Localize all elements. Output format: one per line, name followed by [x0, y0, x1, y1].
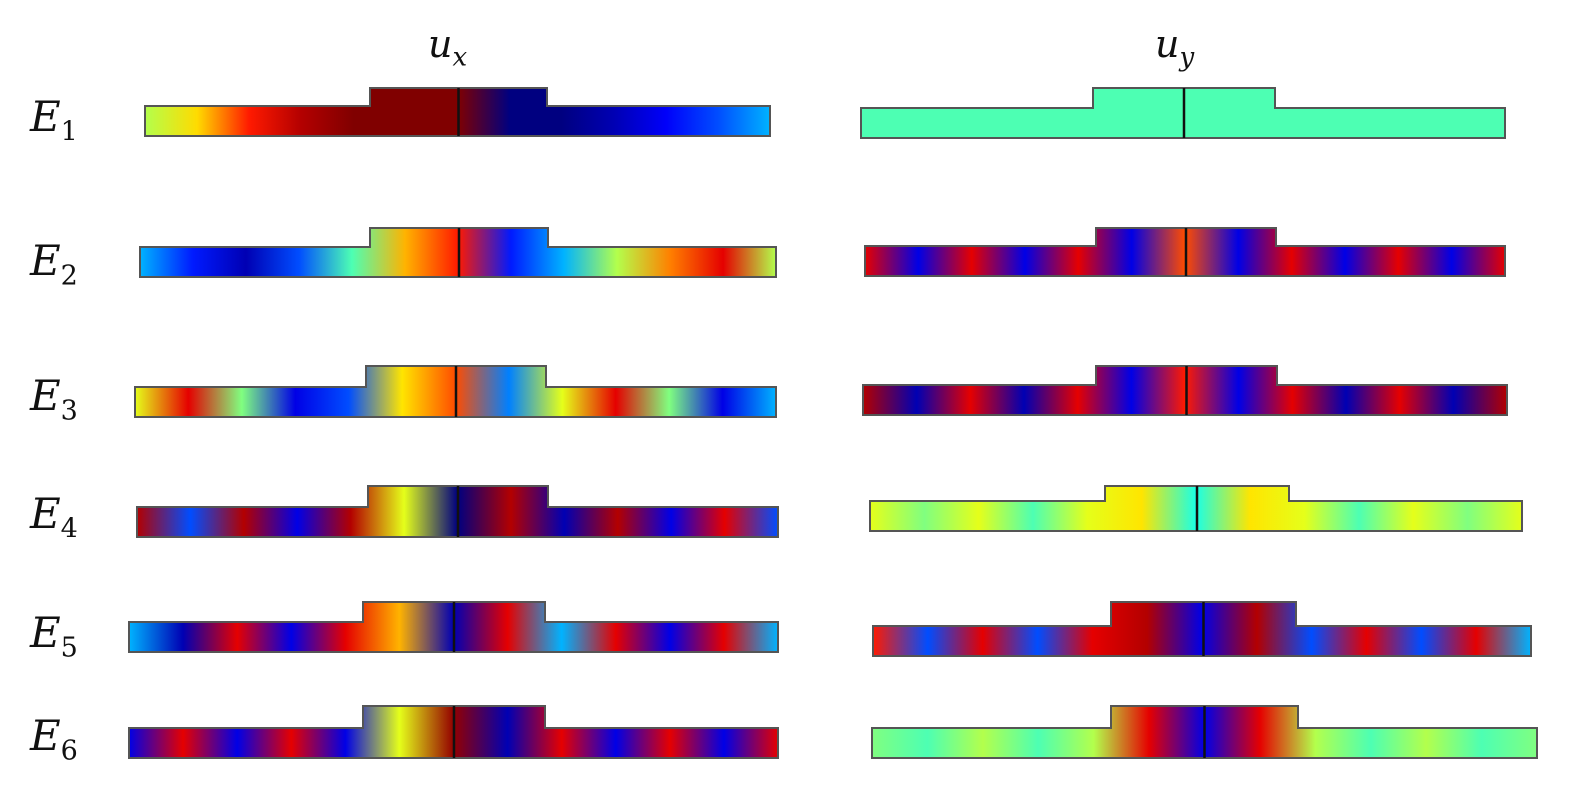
row-label-subscript: 3 [60, 395, 78, 427]
row-label-main: E [30, 92, 61, 141]
column-header-uy-subscript: y [1179, 42, 1195, 73]
row-label-4: E4 [30, 493, 78, 545]
row-label-main: E [30, 489, 61, 538]
row-label-main: E [30, 711, 61, 760]
mode-shape-ux-1 [144, 87, 771, 137]
row-label-main: E [30, 608, 61, 657]
row-label-main: E [30, 371, 61, 420]
mode-shape-ux-3 [134, 365, 777, 418]
row-label-subscript: 1 [60, 116, 78, 148]
row-label-3: E3 [30, 375, 78, 427]
mode-shape-ux-4 [136, 485, 779, 538]
column-header-uy-label: u [1155, 22, 1180, 66]
mode-shape-uy-6 [871, 705, 1538, 759]
mode-shape-uy-1 [860, 87, 1506, 139]
row-label-subscript: 5 [60, 632, 78, 664]
row-label-subscript: 6 [60, 735, 78, 767]
row-label-subscript: 2 [60, 260, 78, 292]
beam-shape [872, 601, 1532, 657]
mode-shape-ux-6 [128, 705, 779, 759]
mode-shape-ux-5 [128, 601, 779, 653]
row-label-1: E1 [30, 96, 78, 148]
row-label-main: E [30, 236, 61, 285]
beam-shape [862, 365, 1508, 416]
column-header-ux-subscript: x [452, 42, 468, 73]
column-header-ux-label: u [428, 22, 453, 66]
mode-shape-ux-2 [139, 227, 777, 278]
column-header-uy: uy [1155, 22, 1194, 73]
row-label-subscript: 4 [60, 513, 78, 545]
mode-shape-uy-4 [869, 485, 1523, 532]
mode-shape-uy-5 [872, 601, 1532, 657]
row-label-2: E2 [30, 240, 78, 292]
row-label-6: E6 [30, 715, 78, 767]
column-header-ux: ux [428, 22, 467, 73]
mode-shape-uy-3 [862, 365, 1508, 416]
row-label-5: E5 [30, 612, 78, 664]
mode-shape-uy-2 [864, 227, 1506, 277]
